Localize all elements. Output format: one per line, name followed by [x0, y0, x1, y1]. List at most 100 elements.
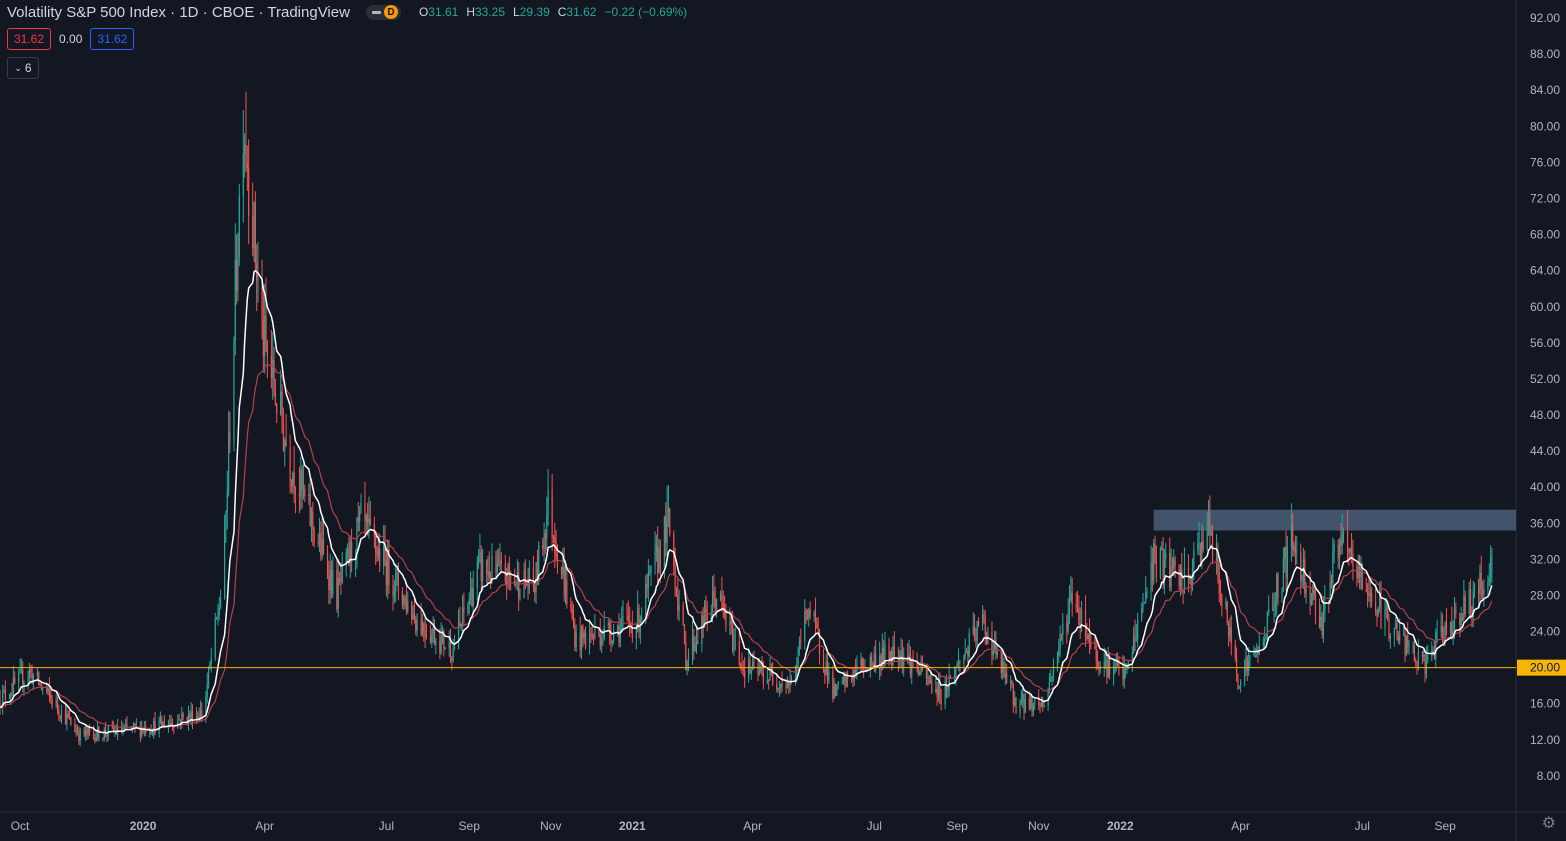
candle-body — [841, 681, 843, 683]
candle-body — [1356, 566, 1358, 579]
candle-body — [1424, 654, 1426, 675]
candle-body — [254, 202, 256, 263]
candle-body — [1237, 674, 1239, 688]
candle-body — [939, 682, 941, 700]
candle-body — [977, 620, 980, 626]
candle-body — [321, 539, 323, 557]
candle-body — [1265, 637, 1267, 640]
candle-body — [40, 684, 43, 689]
candle-body — [1122, 668, 1124, 680]
candle-body — [981, 614, 984, 626]
candle-body — [873, 653, 875, 668]
candle-body — [338, 577, 341, 580]
candle-body — [1301, 579, 1303, 581]
gear-icon[interactable]: ⚙ — [1541, 815, 1556, 832]
candle-body — [853, 669, 855, 681]
candle-body — [584, 633, 587, 648]
time-tick-label: 2020 — [130, 819, 157, 833]
candle-body — [729, 621, 731, 626]
candle-body — [1432, 650, 1434, 655]
candle-body — [469, 587, 472, 600]
candle-body — [508, 563, 510, 576]
candle-body — [757, 663, 759, 674]
candle-body — [1440, 625, 1442, 633]
candle-body — [282, 425, 285, 450]
candle-body — [836, 684, 838, 697]
candle-body — [215, 617, 218, 619]
candle-body — [964, 651, 966, 657]
visibility-toggle[interactable]: D — [365, 4, 401, 20]
candle-body — [889, 651, 891, 659]
candle-body — [1389, 635, 1391, 639]
sell-price-button[interactable]: 31.62 — [7, 28, 52, 50]
candle-body — [594, 628, 596, 638]
candle-body — [161, 717, 163, 727]
candle-body — [956, 663, 958, 668]
candle-body — [598, 628, 600, 635]
candle-body — [266, 342, 268, 356]
candle-body — [846, 673, 849, 680]
candle-body — [917, 671, 920, 675]
indicators-collapse-button[interactable]: ⌄ 6 — [7, 57, 39, 79]
open-label: O — [418, 5, 429, 19]
candle-body — [762, 673, 764, 684]
candle-body — [1246, 657, 1248, 672]
candle-body — [1368, 594, 1370, 596]
candle-body — [761, 668, 763, 674]
candle-body — [1024, 698, 1026, 713]
candle-body — [1229, 627, 1231, 638]
symbol-title[interactable]: Volatility S&P 500 Index · 1D · CBOE · T… — [7, 3, 350, 21]
candle-body — [1010, 681, 1012, 684]
candle-body — [753, 661, 755, 664]
candle-body — [1071, 592, 1073, 606]
candle-body — [1051, 677, 1053, 679]
candle-body — [153, 720, 155, 734]
buy-price-button[interactable]: 31.62 — [90, 28, 135, 50]
candle-body — [768, 679, 770, 681]
candle-body — [242, 153, 244, 196]
time-tick-label: Nov — [540, 819, 561, 833]
candle-body — [1380, 597, 1382, 628]
candle-body — [920, 662, 922, 672]
candle-body — [1313, 585, 1315, 595]
candle-body — [1348, 551, 1350, 553]
time-tick-label: Nov — [1028, 819, 1049, 833]
candle-body — [1182, 590, 1184, 592]
candle-body — [524, 569, 526, 585]
candle-body — [1417, 651, 1420, 667]
candle-body — [47, 687, 49, 693]
candle-body — [1040, 702, 1043, 707]
candle-body — [1179, 569, 1182, 587]
candle-body — [1491, 562, 1493, 564]
candle-body — [1169, 552, 1171, 588]
price-tick-label: 36.00 — [1530, 516, 1560, 530]
candle-body — [30, 669, 32, 672]
candle-body — [411, 601, 413, 620]
candle-body — [1249, 655, 1251, 661]
candle-body — [31, 671, 33, 684]
candle-body — [748, 659, 750, 679]
candle-body — [126, 724, 128, 728]
candle-body — [527, 584, 529, 588]
candle-body — [968, 633, 970, 657]
price-tick-label: 76.00 — [1530, 155, 1560, 169]
candle-body — [657, 546, 659, 573]
candle-body — [506, 581, 508, 586]
candle-body — [1451, 622, 1453, 636]
candle-body — [955, 667, 957, 677]
candle-body — [832, 671, 834, 699]
candle-body — [817, 627, 819, 632]
candle-body — [571, 607, 573, 619]
candle-body — [1108, 655, 1111, 677]
candle-body — [281, 391, 283, 426]
candle-body — [627, 616, 629, 620]
eye-hide-icon — [371, 10, 381, 14]
candle-body — [693, 636, 695, 651]
candle-body — [556, 557, 559, 567]
candle-body — [1015, 697, 1017, 713]
candle-body — [264, 315, 266, 357]
candle-body — [626, 615, 628, 617]
candle-body — [1202, 541, 1204, 550]
candle-body — [1404, 633, 1406, 656]
